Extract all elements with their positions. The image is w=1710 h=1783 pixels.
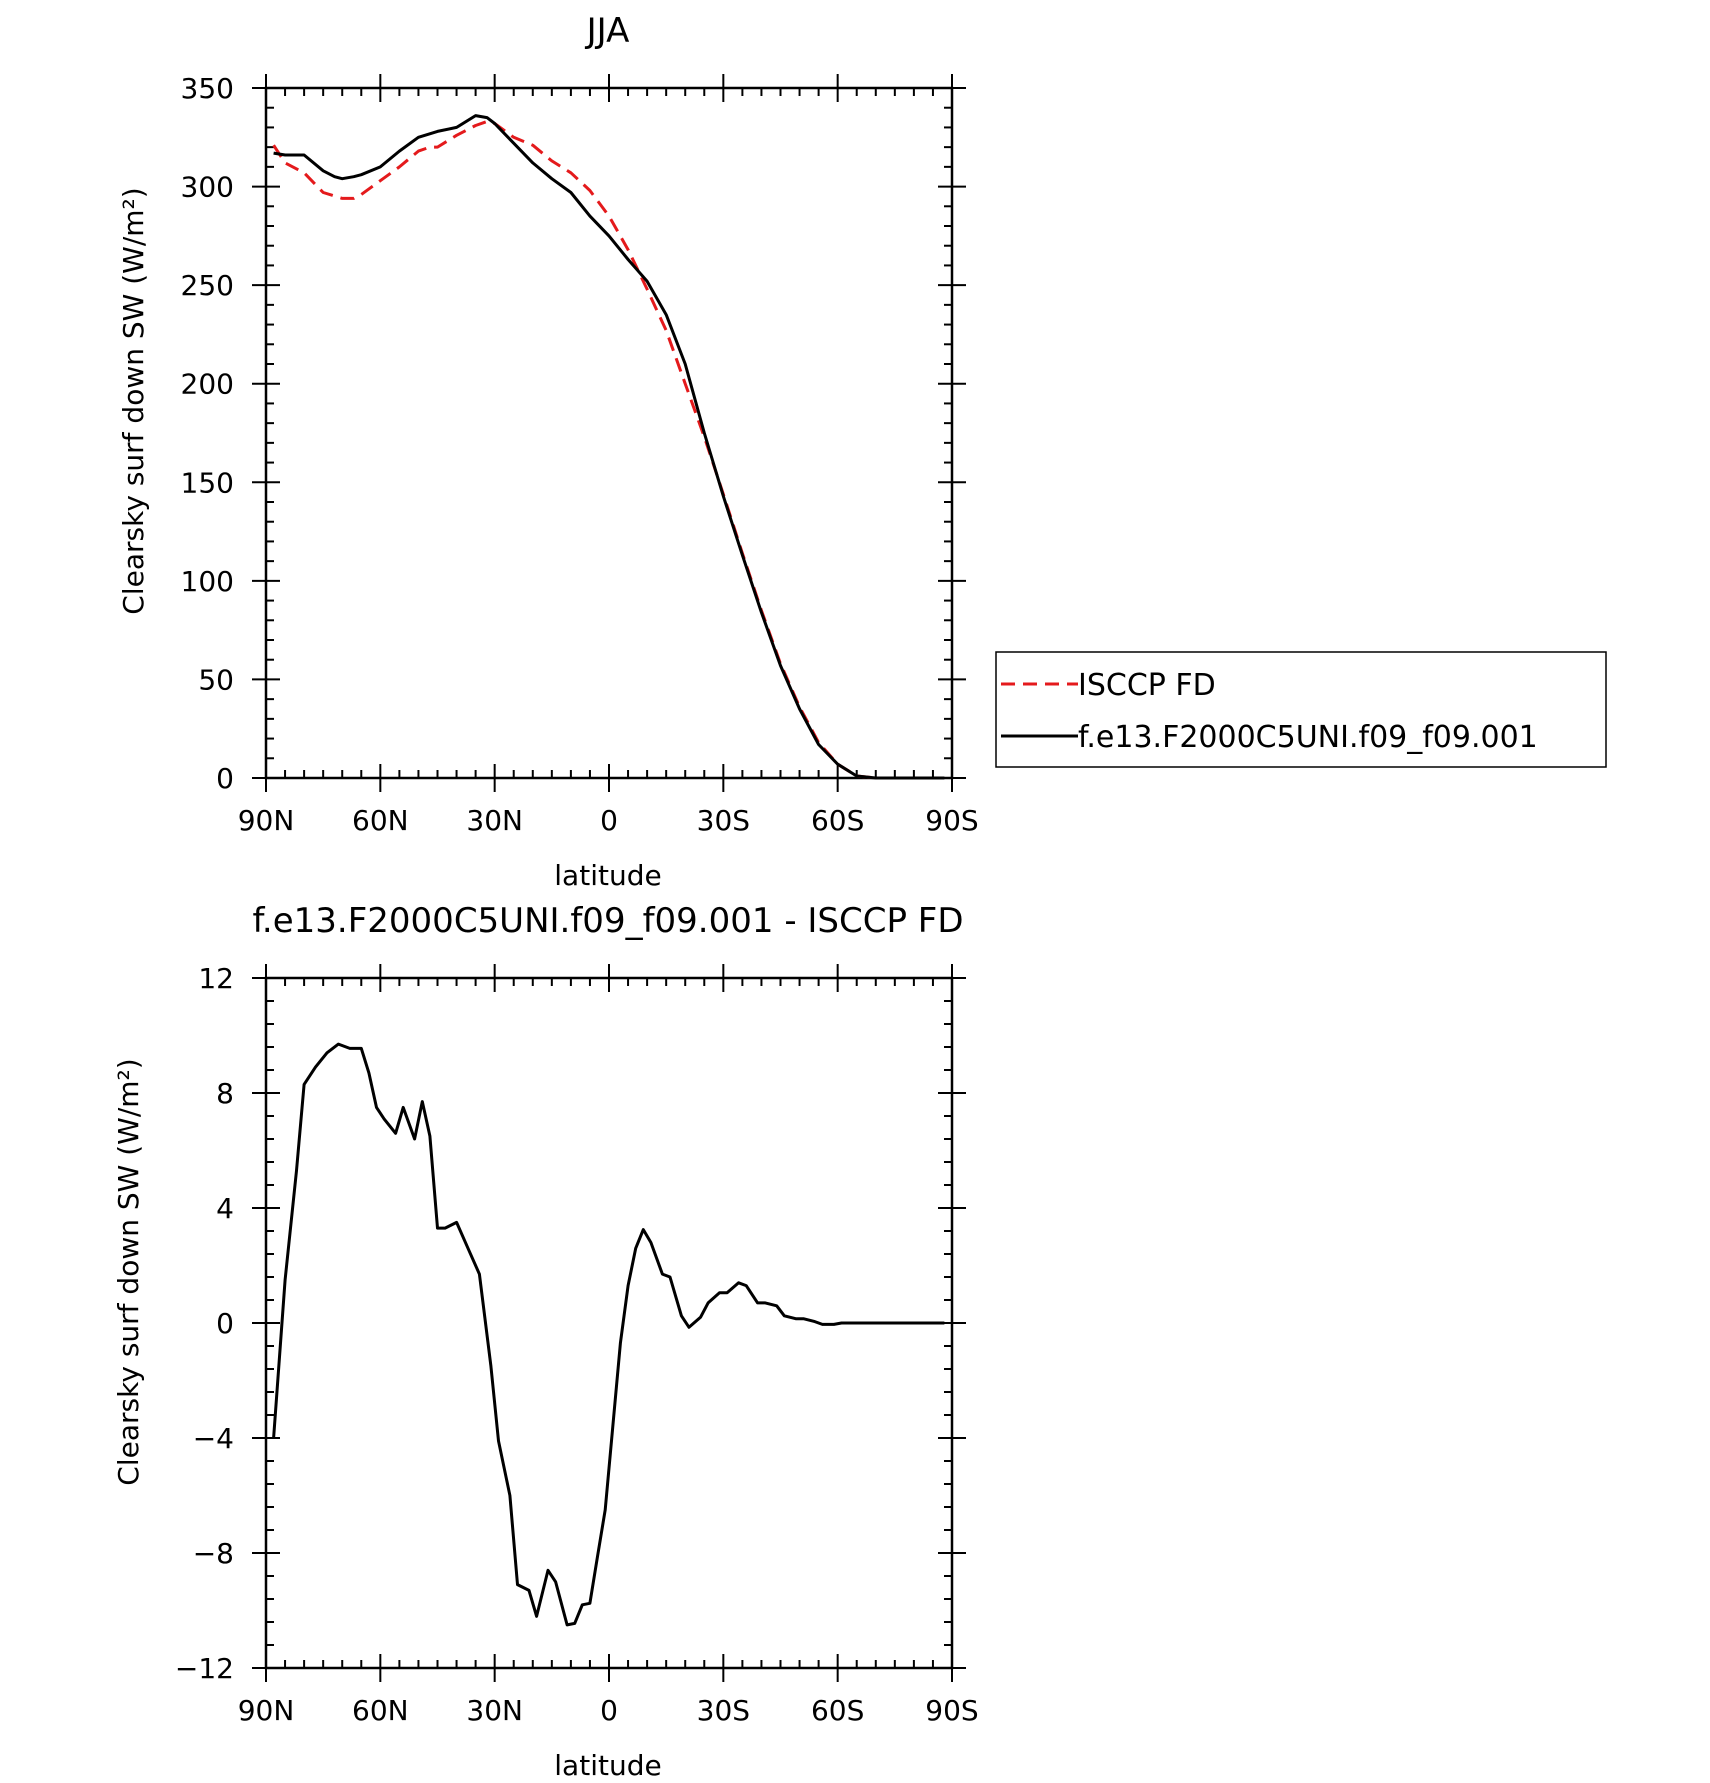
bottom-x-tick-label: 60S xyxy=(811,1694,864,1727)
bottom-x-tick-label: 30N xyxy=(466,1694,523,1727)
legend-label-model: f.e13.F2000C5UNI.f09_f09.001 xyxy=(1078,720,1538,755)
bottom-series-group xyxy=(272,1042,945,1627)
top-panel: JJA 90N 60N 30N 0 30S 60S 90S 0 50 100 150 200 250 30… xyxy=(117,11,1607,892)
top-y-tick-label: 0 xyxy=(216,762,234,795)
top-y-tick-label: 200 xyxy=(181,368,234,401)
top-y-tick-label: 250 xyxy=(181,269,234,302)
top-y-tick-label: 300 xyxy=(181,171,234,204)
top-x-axis-title: latitude xyxy=(554,859,661,892)
bottom-x-tick-label: 0 xyxy=(600,1694,618,1727)
top-series-isccp-fd-line xyxy=(272,120,945,780)
top-y-tick-label: 100 xyxy=(181,565,234,598)
top-chart-title: JJA xyxy=(585,11,630,51)
legend-box xyxy=(995,651,1607,768)
top-y-tick-label: 50 xyxy=(198,663,234,696)
top-y-axis-title: Clearsky surf down SW (W/m²) xyxy=(117,187,150,614)
bottom-x-tick-label: 30S xyxy=(697,1694,750,1727)
top-plot-area: 90N 60N 30N 0 30S 60S 90S 0 50 100 150 200 250 300 350 xyxy=(181,72,979,837)
bottom-x-tick-label: 90N xyxy=(238,1694,295,1727)
bottom-y-tick-label: 0 xyxy=(216,1307,234,1340)
top-x-tick-label: 30N xyxy=(466,804,523,837)
bottom-x-tick-label: 60N xyxy=(352,1694,409,1727)
top-x-tick-label: 90S xyxy=(925,804,978,837)
bottom-y-tick-label: 4 xyxy=(216,1192,234,1225)
bottom-x-tick-label: 90S xyxy=(925,1694,978,1727)
bottom-y-tick-label: 12 xyxy=(198,962,234,995)
bottom-panel: f.e13.F2000C5UNI.f09_f09.001 - ISCCP FD … xyxy=(112,901,979,1782)
bottom-chart-title: f.e13.F2000C5UNI.f09_f09.001 - ISCCP FD xyxy=(252,901,963,941)
bottom-y-tick-label: −4 xyxy=(193,1422,234,1455)
bottom-y-tick-label: −12 xyxy=(175,1652,234,1685)
top-series-group xyxy=(272,114,945,780)
bottom-series-difference-line xyxy=(272,1042,945,1627)
top-x-tick-label: 60N xyxy=(352,804,409,837)
bottom-y-tick-label: −8 xyxy=(193,1537,234,1570)
top-x-tick-label: 30S xyxy=(697,804,750,837)
legend-label-isccp: ISCCP FD xyxy=(1078,668,1216,703)
top-y-tick-label: 150 xyxy=(181,466,234,499)
top-series-f-e13-f2000c5uni-f09-f09-001-line xyxy=(273,114,945,780)
top-plot-frame xyxy=(264,86,954,780)
bottom-y-tick-label: 8 xyxy=(216,1077,234,1110)
top-x-tick-label: 0 xyxy=(600,804,618,837)
top-y-tick-label: 350 xyxy=(181,72,234,105)
legend: ISCCP FD f.e13.F2000C5UNI.f09_f09.001 xyxy=(995,651,1607,768)
bottom-plot-area: 90N 60N 30N 0 30S 60S 90S −12 −8 −4 0 4 8 12 xyxy=(175,962,979,1727)
bottom-x-axis-title: latitude xyxy=(554,1749,661,1782)
bottom-y-axis-title: Clearsky surf down SW (W/m²) xyxy=(112,1058,145,1485)
top-x-tick-label: 90N xyxy=(238,804,295,837)
top-x-tick-label: 60S xyxy=(811,804,864,837)
